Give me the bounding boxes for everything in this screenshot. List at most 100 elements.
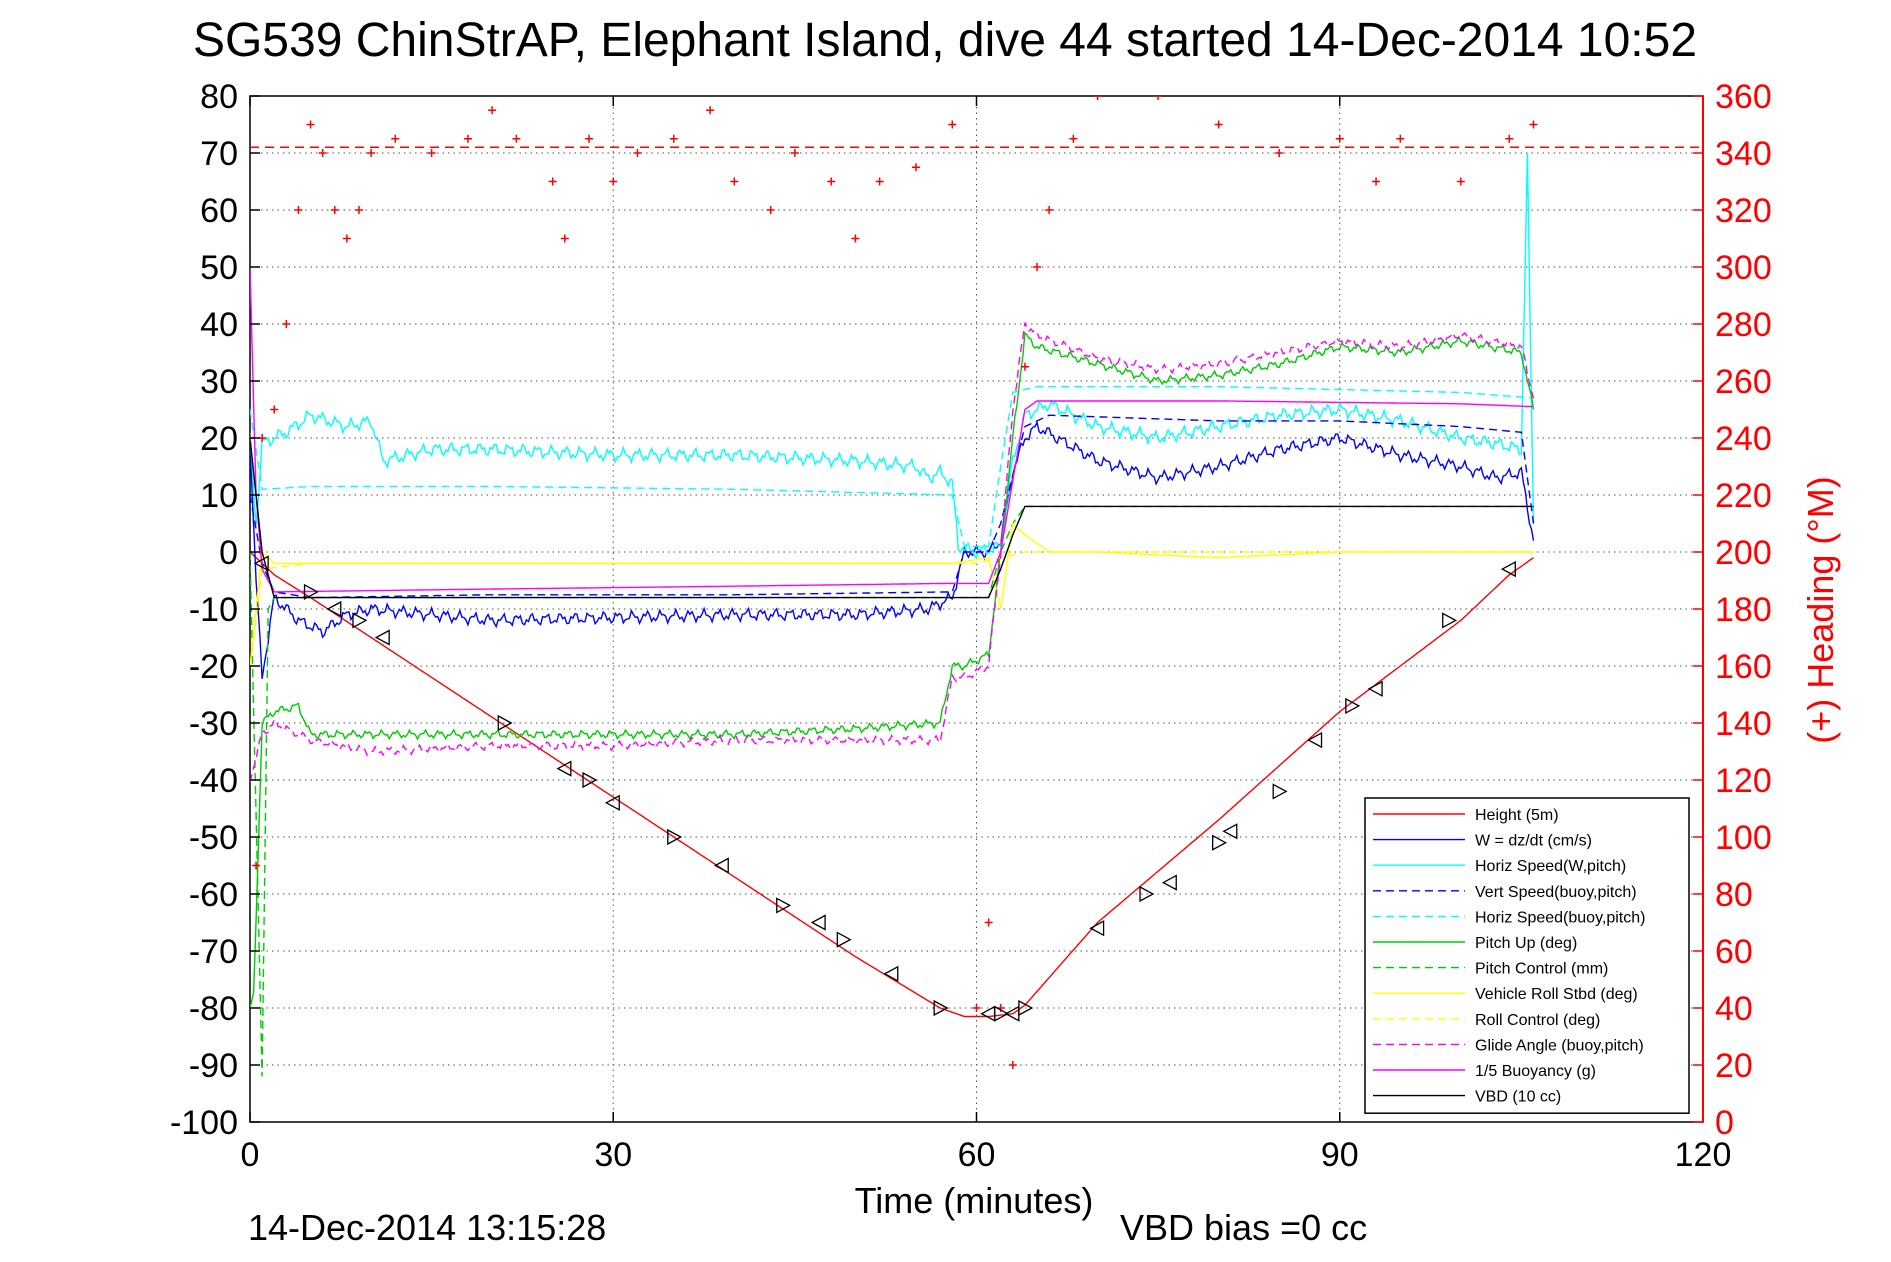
timestamp-footer: 14-Dec-2014 13:15:28: [248, 1207, 606, 1248]
y-tick-label: 0: [219, 534, 238, 572]
right-tick-label: 340: [1715, 135, 1772, 173]
depth-marker: [604, 794, 620, 811]
right-tick-label: 160: [1715, 648, 1772, 686]
right-tick-label: 240: [1715, 420, 1772, 458]
x-tick-label: 60: [958, 1136, 996, 1174]
depth-marker: [810, 914, 826, 931]
right-tick-label: 80: [1715, 876, 1753, 914]
right-tick-label: 100: [1715, 819, 1772, 857]
depth-marker: [994, 1005, 1010, 1022]
series-1-5-buoyancy-g-line: [250, 266, 1534, 593]
depth-marker: [374, 629, 390, 646]
depth-marker: [933, 999, 949, 1017]
y-tick-label: -30: [189, 705, 238, 743]
depth-marker: [326, 600, 342, 618]
heading-point: [512, 134, 521, 143]
depth-marker: [582, 771, 598, 789]
heading-point: [367, 149, 376, 157]
right-tick-label: 60: [1715, 933, 1753, 971]
heading-point: [252, 861, 261, 870]
heading-point: [669, 134, 678, 143]
heading-point: [1154, 96, 1163, 100]
y-tick-label: -40: [189, 762, 238, 800]
heading-point: [1008, 1061, 1017, 1069]
heading-point: [1093, 96, 1102, 100]
series-vert-speed-buoy-pitch-line: [250, 414, 1535, 599]
heading-point: [730, 177, 739, 186]
depth-marker: [1139, 885, 1155, 903]
right-tick-label: 20: [1715, 1047, 1753, 1085]
heading-point: [1069, 134, 1078, 143]
y-tick-label: 50: [200, 249, 238, 287]
series-w-dz-dt-cm-s-line: [250, 420, 1535, 680]
x-tick-label: 90: [1321, 1136, 1359, 1174]
right-tick-label: 260: [1715, 363, 1772, 401]
heading-point: [294, 206, 303, 214]
y-tick-label: 70: [200, 135, 238, 173]
heading-point: [1045, 206, 1054, 214]
heading-point: [330, 206, 339, 214]
x-tick-label: 30: [594, 1136, 632, 1174]
heading-point: [1214, 120, 1223, 129]
legend-entry: Pitch Up (deg): [1475, 935, 1577, 952]
heading-point: [948, 120, 957, 129]
y-tick-label: 10: [200, 477, 238, 515]
y-tick-label: -20: [189, 648, 238, 686]
heading-point: [306, 120, 315, 129]
depth-marker: [352, 612, 368, 629]
depth-marker: [883, 965, 899, 982]
y-tick-label: 60: [200, 192, 238, 230]
legend: Height (5m) W = dz/dt (cm/s) Horiz Speed(W…: [1364, 797, 1690, 1114]
depth-marker: [1272, 783, 1288, 800]
legend-entry: Roll Control (deg): [1475, 1012, 1600, 1029]
depth-marker: [836, 931, 852, 948]
heading-point: [270, 405, 279, 414]
right-tick-label: 0: [1715, 1104, 1734, 1142]
y-tick-label: 20: [200, 420, 238, 458]
heading-point: [911, 163, 920, 172]
heading-point: [1505, 134, 1514, 143]
heading-point: [706, 106, 715, 115]
series-height-5m-line: [250, 551, 1534, 1018]
depth-marker: [556, 760, 572, 777]
depth-marker: [1442, 612, 1458, 629]
y-tick-label: 40: [200, 306, 238, 344]
right-tick-label: 40: [1715, 990, 1753, 1028]
heading-point: [1033, 263, 1042, 271]
heading-point: [463, 134, 472, 143]
right-tick-label: 140: [1715, 705, 1772, 743]
legend-entry: Horiz Speed(buoy,pitch): [1475, 909, 1645, 926]
depth-marker: [1212, 834, 1228, 851]
right-tick-label: 280: [1715, 306, 1772, 344]
heading-point: [1396, 134, 1405, 143]
legend-entry: Horiz Speed(W,pitch): [1475, 858, 1626, 875]
heading-point: [875, 177, 884, 186]
depth-marker: [1161, 874, 1177, 891]
heading-point: [766, 206, 775, 214]
heading-point: [560, 234, 569, 243]
depth-marker: [667, 828, 683, 846]
x-tick-label: 120: [1675, 1136, 1732, 1174]
right-tick-label: 120: [1715, 762, 1772, 800]
depth-marker: [1222, 823, 1238, 840]
heading-point: [1335, 134, 1344, 143]
heading-point: [1275, 149, 1284, 157]
heading-point: [427, 149, 436, 157]
depth-marker: [1089, 920, 1105, 937]
heading-point: [827, 177, 836, 186]
depth-marker: [776, 897, 792, 914]
legend-entry: Pitch Control (mm): [1475, 961, 1608, 978]
heading-point: [488, 106, 497, 115]
right-tick-label: 360: [1715, 78, 1772, 116]
heading-point: [851, 234, 860, 243]
legend-entry: Vehicle Roll Stbd (deg): [1475, 986, 1638, 1003]
heading-point: [282, 320, 291, 328]
right-axis-label: (+) Heading (°M): [1800, 476, 1841, 743]
depth-marker: [497, 714, 513, 732]
depth-marker: [1367, 680, 1383, 697]
depth-marker: [980, 1005, 996, 1022]
heading-point: [633, 149, 642, 157]
x-tick-label: 0: [241, 1136, 260, 1174]
legend-entry: VBD (10 cc): [1475, 1089, 1561, 1106]
